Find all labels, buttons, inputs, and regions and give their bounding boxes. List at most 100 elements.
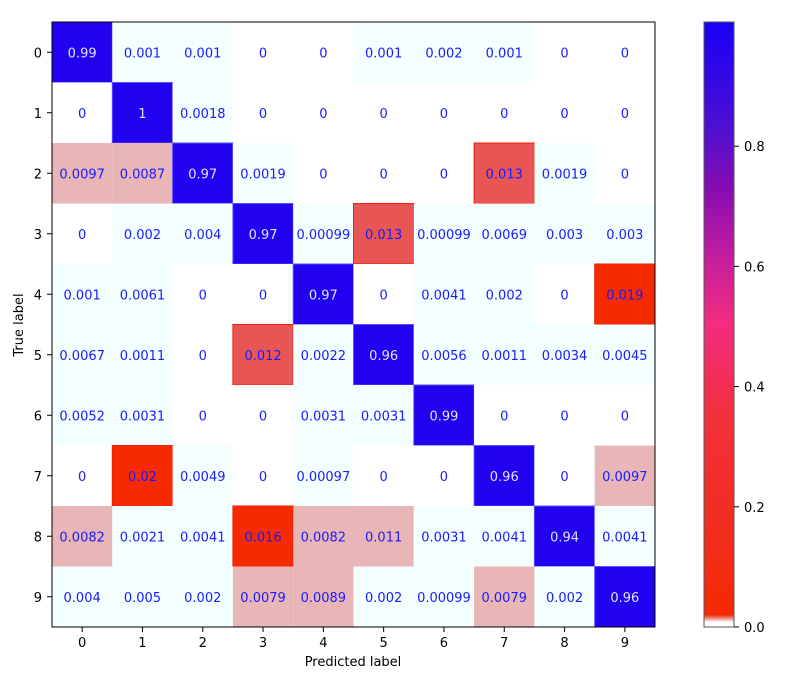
x-tick-label: 2 xyxy=(199,636,207,651)
cell-value-label: 0.0031 xyxy=(421,530,467,545)
cell-value-label: 0.0097 xyxy=(602,470,648,485)
heatmap-cell: 0.0079 xyxy=(232,566,294,627)
heatmap-cell: 0.004 xyxy=(52,566,113,627)
cell-value-label: 0 xyxy=(259,46,267,61)
cell-rect xyxy=(52,143,113,204)
cell-value-label: 0.004 xyxy=(184,228,221,243)
heatmap-cell: 0 xyxy=(232,264,294,325)
heatmap-cell: 0.0041 xyxy=(594,506,655,567)
cell-rect xyxy=(232,505,294,567)
y-tick-label: 8 xyxy=(34,530,42,545)
cell-rect xyxy=(353,324,415,386)
y-tick-label: 0 xyxy=(34,46,42,61)
heatmap-cell: 0.0019 xyxy=(232,143,294,204)
cell-value-label: 0 xyxy=(259,288,267,303)
cell-value-label: 0 xyxy=(560,288,568,303)
cell-value-label: 0 xyxy=(500,409,508,424)
heatmap-cell: 0.0022 xyxy=(293,324,354,385)
cell-rect xyxy=(112,203,173,264)
heatmap-cell: 0.013 xyxy=(473,142,535,204)
cell-value-label: 0.003 xyxy=(546,228,583,243)
cell-value-label: 0.0019 xyxy=(542,167,588,182)
heatmap-cell: 0.0089 xyxy=(293,566,354,627)
heatmap-cell: 0.003 xyxy=(534,203,595,264)
x-tick-label: 4 xyxy=(319,636,327,651)
cell-value-label: 0.0049 xyxy=(180,470,226,485)
cell-rect xyxy=(293,82,354,143)
cell-rect xyxy=(52,82,113,143)
cell-value-label: 0.002 xyxy=(124,228,161,243)
heatmap-cell: 0.0011 xyxy=(474,324,535,385)
heatmap-cell: 0.96 xyxy=(473,445,535,507)
cell-rect xyxy=(112,324,173,385)
cell-rect xyxy=(474,203,535,264)
cell-value-label: 0.97 xyxy=(249,228,278,243)
cell-rect xyxy=(52,506,113,567)
heatmap-cell: 0.0087 xyxy=(112,143,173,204)
heatmap-cell: 0.0082 xyxy=(52,506,113,567)
cell-rect xyxy=(353,445,414,506)
colorbar-tick-label: 0.6 xyxy=(744,260,765,275)
cell-rect xyxy=(232,324,294,386)
cell-value-label: 0 xyxy=(440,167,448,182)
cell-rect xyxy=(474,324,535,385)
cell-rect xyxy=(112,264,173,325)
heatmap-cell: 0 xyxy=(594,143,655,204)
heatmap-cell: 0 xyxy=(232,22,294,83)
heatmap-cell: 0 xyxy=(52,82,113,143)
cell-value-label: 0 xyxy=(621,46,629,61)
cell-value-label: 0.0022 xyxy=(301,349,347,364)
heatmap-cell: 0 xyxy=(172,264,233,325)
cell-value-label: 0.002 xyxy=(546,591,583,606)
cell-value-label: 0 xyxy=(560,409,568,424)
heatmap-cell: 0 xyxy=(172,324,233,385)
cell-value-label: 0 xyxy=(199,288,207,303)
cell-value-label: 0.012 xyxy=(244,349,281,364)
heatmap-cell: 0 xyxy=(293,143,354,204)
heatmap-cell: 0.0021 xyxy=(112,506,173,567)
heatmap-cell: 0.0031 xyxy=(293,385,354,446)
cell-rect xyxy=(594,445,655,506)
cell-value-label: 0.0031 xyxy=(301,409,347,424)
heatmap-cell: 0.0056 xyxy=(413,324,475,385)
cell-value-label: 0.96 xyxy=(610,591,639,606)
y-tick-label: 5 xyxy=(34,349,42,364)
heatmap-cell: 0.0031 xyxy=(353,385,414,446)
cell-value-label: 0.0019 xyxy=(240,167,286,182)
cell-rect xyxy=(172,22,233,83)
cell-rect xyxy=(473,142,535,204)
cell-value-label: 0.0041 xyxy=(482,530,528,545)
heatmap-cell: 0.0011 xyxy=(112,324,173,385)
cell-rect xyxy=(534,82,595,143)
cell-value-label: 0.0082 xyxy=(59,530,105,545)
cell-rect xyxy=(172,142,234,204)
heatmap-cell: 0.0052 xyxy=(52,385,113,446)
cell-rect xyxy=(474,506,535,567)
colorbar xyxy=(703,21,735,628)
cell-value-label: 0 xyxy=(78,470,86,485)
cell-rect xyxy=(52,203,113,264)
heatmap-cell: 0 xyxy=(232,82,294,143)
heatmap-cell: 0.97 xyxy=(232,203,294,265)
cell-rect xyxy=(594,566,656,628)
cell-value-label: 0 xyxy=(621,107,629,122)
cell-rect xyxy=(172,324,233,385)
cell-rect xyxy=(534,22,595,83)
heatmap-cell: 0.001 xyxy=(353,22,414,83)
cell-rect xyxy=(594,506,655,567)
cell-value-label: 0.00099 xyxy=(417,591,471,606)
x-tick-label: 1 xyxy=(138,636,146,651)
cell-value-label: 0 xyxy=(440,470,448,485)
cell-value-label: 1 xyxy=(138,107,146,122)
cell-rect xyxy=(172,203,233,264)
y-tick-label: 2 xyxy=(34,167,42,182)
y-tick-label: 4 xyxy=(34,288,42,303)
cell-rect xyxy=(413,203,475,264)
cell-rect xyxy=(413,506,475,567)
cell-value-label: 0.005 xyxy=(124,591,161,606)
y-tick-label: 9 xyxy=(34,591,42,606)
cell-rect xyxy=(413,22,475,83)
cell-rect xyxy=(594,22,655,83)
heatmap-cell: 0 xyxy=(52,445,113,506)
cell-rect xyxy=(594,324,655,385)
